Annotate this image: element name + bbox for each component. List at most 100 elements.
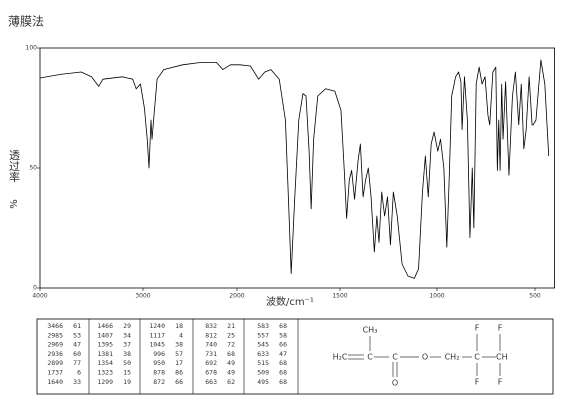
y-tick-label: 0 [33,285,37,292]
x-tick-label: 1500 [332,293,347,300]
x-tick-label: 4000 [32,293,47,300]
peak-transmittance: 33 [73,378,81,386]
peak-wavenumber: 2899 [47,359,63,367]
peak-transmittance: 68 [227,350,235,358]
peak-wavenumber: 1640 [47,378,63,386]
peak-transmittance: 57 [175,350,183,358]
peak-wavenumber: 1323 [97,369,113,377]
peak-transmittance: 49 [227,359,235,367]
peak-transmittance: 49 [227,369,235,377]
atom: F [475,378,480,387]
peak-transmittance: 60 [73,350,81,358]
atom: C [392,353,398,362]
atom: O [422,353,428,362]
peak-transmittance: 17 [175,359,183,367]
peak-transmittance: 38 [175,341,183,349]
peak-wavenumber: 1407 [97,331,113,339]
peak-wavenumber: 3466 [47,322,63,330]
peak-wavenumber: 495 [257,378,269,386]
peak-transmittance: 66 [175,378,183,386]
plot-frame [39,47,555,289]
peak-transmittance: 18 [175,322,183,330]
peak-transmittance: 34 [123,331,131,339]
atom: F [498,324,503,333]
peak-transmittance: 68 [279,369,287,377]
peak-transmittance: 47 [279,350,287,358]
peak-transmittance: 25 [227,331,235,339]
peak-wavenumber: 2969 [47,341,63,349]
x-tick-label: 1000 [429,293,444,300]
peak-wavenumber: 812 [205,331,217,339]
y-axis-label: 透过率 [8,149,21,183]
peak-wavenumber: 663 [205,378,217,386]
peak-wavenumber: 740 [205,341,217,349]
peak-wavenumber: 1737 [47,369,63,377]
peak-wavenumber: 678 [205,369,217,377]
peak-wavenumber: 2985 [47,331,63,339]
x-tick-label: 2000 [229,293,244,300]
peak-transmittance: 62 [227,378,235,386]
peak-wavenumber: 731 [205,350,217,358]
peak-wavenumber: 996 [153,350,165,358]
peak-transmittance: 47 [73,341,81,349]
peak-wavenumber: 878 [153,369,165,377]
x-tick-label: 500 [529,293,541,300]
peak-transmittance: 37 [123,341,131,349]
atom: H₂C [333,353,348,362]
peak-transmittance: 29 [123,322,131,330]
peak-transmittance: 66 [279,341,287,349]
atom: CH [496,353,508,362]
peak-wavenumber: 1117 [149,331,165,339]
peak-transmittance: 6 [77,369,81,377]
peak-transmittance: 19 [123,378,131,386]
atom: F [475,324,480,333]
table-frame [36,318,554,395]
y-tick-label: 100 [26,45,38,52]
peak-transmittance: 15 [123,369,131,377]
peak-transmittance: 21 [227,322,235,330]
peak-wavenumber: 583 [257,322,269,330]
peak-transmittance: 50 [123,359,131,367]
peak-wavenumber: 1381 [97,350,113,358]
peak-transmittance: 58 [279,331,287,339]
peak-wavenumber: 1045 [149,341,165,349]
atom: C [367,353,373,362]
peak-transmittance: 68 [279,359,287,367]
peak-wavenumber: 633 [257,350,269,358]
atom: CH₂ [445,353,460,362]
peak-transmittance: 86 [175,369,183,377]
peak-wavenumber: 832 [205,322,217,330]
peak-wavenumber: 1395 [97,341,113,349]
peak-wavenumber: 1299 [97,378,113,386]
peak-transmittance: 38 [123,350,131,358]
peak-transmittance: 68 [279,378,287,386]
peak-transmittance: 77 [73,359,81,367]
x-tick-label: 3000 [135,293,150,300]
peak-transmittance: 53 [73,331,81,339]
y-axis-unit: % [9,199,20,209]
peak-transmittance: 4 [179,331,183,339]
spectrum-line [39,59,550,279]
peak-wavenumber: 557 [257,331,269,339]
peak-transmittance: 61 [73,322,81,330]
peak-wavenumber: 692 [205,359,217,367]
peak-wavenumber: 872 [153,378,165,386]
peak-wavenumber: 1354 [97,359,113,367]
chart-title: 薄膜法 [8,14,44,29]
peak-wavenumber: 509 [257,369,269,377]
peak-wavenumber: 545 [257,341,269,349]
atom: CH₃ [363,326,378,335]
atom: C [474,353,480,362]
peak-wavenumber: 515 [257,359,269,367]
peak-wavenumber: 1240 [149,322,165,330]
peak-transmittance: 68 [279,322,287,330]
atom: F [498,378,503,387]
x-axis-label: 波数/cm⁻¹ [266,295,314,308]
y-tick-label: 50 [29,165,37,172]
peak-transmittance: 72 [227,341,235,349]
atom: O [392,379,398,388]
peak-wavenumber: 2936 [47,350,63,358]
peak-wavenumber: 950 [153,359,165,367]
peak-wavenumber: 1466 [97,322,113,330]
